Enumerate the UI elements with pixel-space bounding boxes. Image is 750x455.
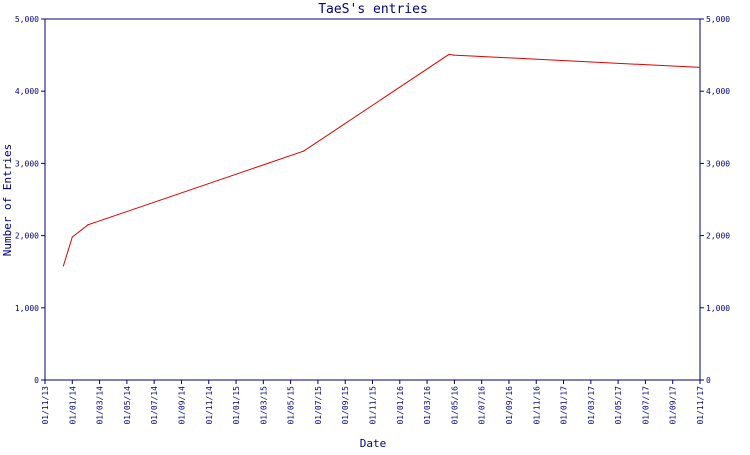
x-tick-label: 01/01/15 [232,386,241,425]
x-tick-label: 01/11/16 [532,386,541,425]
y-tick-label-right: 5,000 [706,15,730,24]
data-point [62,265,64,267]
y-tick-label-left: 3,000 [15,159,39,168]
y-tick-label-right: 1,000 [706,304,730,313]
x-tick-label: 01/09/14 [177,386,186,425]
y-tick-label-right: 4,000 [706,87,730,96]
x-tick-label: 01/05/17 [614,386,623,425]
y-axis-title: Number of Entries [1,144,14,257]
chart-title: TaeS's entries [318,2,428,17]
data-point [453,54,455,56]
x-tick-label: 01/03/15 [259,386,268,425]
x-tick-label: 01/05/14 [123,386,132,425]
y-tick-label-right: 2,000 [706,232,730,241]
x-tick-label: 01/09/17 [669,386,678,425]
x-tick-label: 01/07/14 [150,386,159,425]
x-axis-title: Date [360,437,387,450]
y-tick-label-left: 2,000 [15,232,39,241]
x-tick-label: 01/11/14 [205,386,214,425]
x-tick-label: 01/05/15 [287,386,296,425]
x-tick-label: 01/09/16 [505,386,514,425]
data-point [448,53,450,55]
plot-frame [44,18,701,381]
x-tick-label: 01/09/15 [341,386,350,425]
y-tick-label-left: 0 [34,376,39,385]
x-tick-label: 01/11/15 [369,386,378,425]
y-tick-label-left: 5,000 [15,15,39,24]
x-tick-label: 01/01/16 [396,386,405,425]
x-tick-label: 01/01/17 [560,386,569,425]
x-tick-label: 01/03/16 [423,386,432,425]
data-point [71,236,73,238]
data-point [87,224,89,226]
y-tick-label-right: 3,000 [706,159,730,168]
x-tick-label: 01/03/14 [96,386,105,425]
x-tick-label: 01/11/13 [41,386,50,425]
data-point [699,66,701,68]
plot-area: 0 0 1,000 1,000 2,000 2,000 3,000 3,000 4,000 4,0… [15,15,730,425]
x-tick-label: 01/05/16 [450,386,459,425]
x-tick-label: 01/11/17 [696,386,705,425]
data-point [303,150,305,152]
x-tick-label: 01/03/17 [587,386,596,425]
x-tick-label: 01/07/15 [314,386,323,425]
y-tick-label-right: 0 [706,376,711,385]
x-tick-label: 01/07/16 [478,386,487,425]
x-tick-label: 01/01/14 [68,386,77,425]
y-tick-label-left: 4,000 [15,87,39,96]
series-line [62,53,701,267]
x-tick-label: 01/07/17 [641,386,650,425]
y-tick-label-left: 1,000 [15,304,39,313]
